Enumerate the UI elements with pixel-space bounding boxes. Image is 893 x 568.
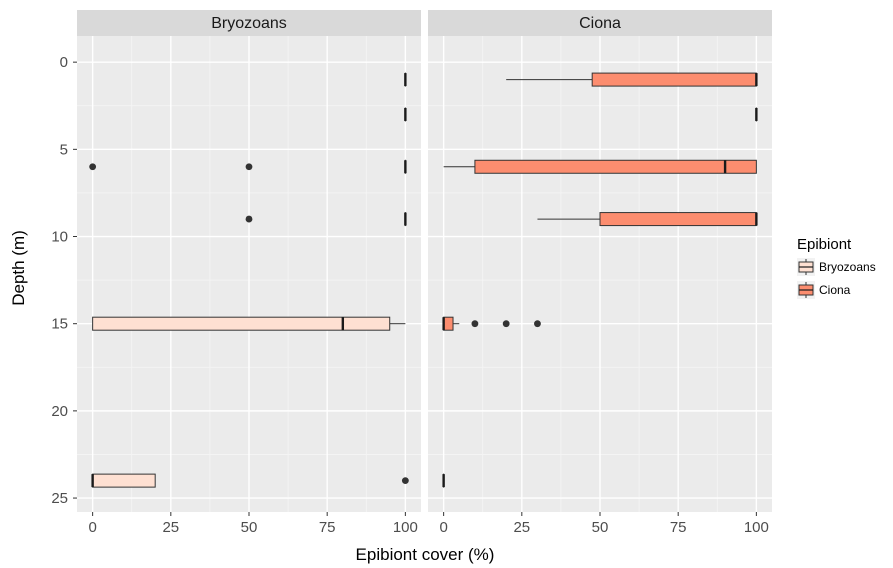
x-tick-label: 25 [513, 519, 530, 536]
outlier-point [401, 477, 409, 485]
box-depth-15 [442, 316, 541, 331]
box-iqr [443, 316, 454, 331]
x-tick-label: 50 [592, 519, 609, 536]
legend-label: Bryozoans [819, 260, 876, 274]
facet-panel-bryozoans: Bryozoans 0 25 50 75 100 [77, 10, 421, 536]
outlier-point [534, 320, 541, 328]
outlier-point [471, 320, 479, 328]
facet-strip-label: Ciona [579, 15, 621, 32]
box-depth-15 [92, 316, 406, 331]
facet-strip-label: Bryozoans [211, 15, 287, 32]
y-tick-label: 15 [51, 316, 68, 333]
facet-strip [77, 10, 421, 36]
legend-item-bryozoans: Bryozoans [797, 258, 876, 276]
legend-title: Epibiont [797, 236, 852, 253]
x-tick-label: 75 [319, 519, 336, 536]
box-iqr [474, 159, 757, 174]
box-depth-24 [91, 473, 409, 488]
box-depth-6 [89, 159, 407, 174]
x-tick-label: 25 [162, 519, 179, 536]
x-tick-label: 50 [241, 519, 258, 536]
x-axis-title: Epibiont cover (%) [356, 545, 495, 564]
legend-item-ciona: Ciona [797, 281, 851, 299]
x-tick-label: 100 [393, 519, 418, 536]
y-tick-label: 5 [60, 141, 68, 158]
outlier-point [245, 163, 253, 171]
box-iqr [591, 72, 757, 87]
box-depth-9 [537, 212, 758, 227]
outlier-point [245, 215, 253, 223]
facet-panel-ciona: Ciona 0 25 50 75 100 [428, 10, 772, 536]
box-depth-6 [443, 159, 757, 174]
box-depth-1 [506, 72, 758, 87]
box-depth-9 [245, 212, 407, 227]
box-iqr [92, 316, 391, 331]
x-tick-label: 75 [670, 519, 687, 536]
box-iqr [92, 473, 156, 488]
facet-strip [428, 10, 772, 36]
y-tick-label: 25 [51, 490, 68, 507]
x-tick-label: 0 [88, 519, 96, 536]
x-tick-label: 100 [744, 519, 769, 536]
box-iqr [599, 212, 757, 227]
y-tick-label: 0 [60, 54, 68, 71]
y-tick-label: 20 [51, 403, 68, 420]
y-tick-label: 10 [51, 229, 68, 246]
outlier-point [502, 320, 510, 328]
outlier-point [89, 163, 97, 171]
legend-label: Ciona [819, 283, 851, 297]
x-tick-label: 0 [439, 519, 447, 536]
y-axis-title: Depth (m) [9, 230, 28, 306]
